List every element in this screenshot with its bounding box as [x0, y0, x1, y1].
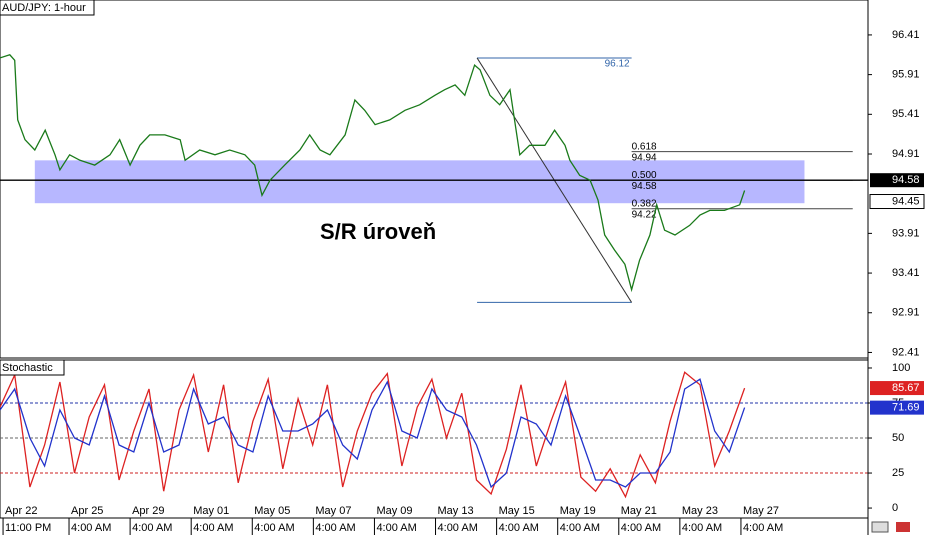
fib-high-label: 96.12 — [605, 59, 630, 70]
y-tick-label: 50 — [892, 432, 904, 444]
series-line — [0, 371, 746, 499]
last-value-label: 85.67 — [892, 382, 920, 394]
x-tick-label: May 05 — [254, 505, 290, 517]
x-tick-time: 4:00 AM — [132, 522, 172, 534]
x-tick-label: Apr 25 — [71, 505, 103, 517]
x-tick-time: 4:00 AM — [438, 522, 478, 534]
x-tick-time: 4:00 AM — [376, 522, 416, 534]
y-tick-label: 25 — [892, 467, 904, 479]
fib-ratio: 0.618 — [632, 141, 657, 152]
x-tick-label: May 27 — [743, 505, 779, 517]
fib-price: 94.22 — [632, 209, 657, 220]
fib-price: 94.58 — [632, 181, 657, 192]
x-tick-time: 4:00 AM — [193, 522, 233, 534]
last-value-box — [870, 381, 924, 396]
last-value-box — [869, 194, 925, 210]
y-tick-label: 0 — [892, 502, 898, 514]
x-tick-label: May 19 — [560, 505, 596, 517]
fib-ratio: 0.382 — [632, 198, 657, 209]
chart-title: AUD/JPY: 1-hour — [2, 2, 86, 14]
x-tick-label: May 01 — [193, 505, 229, 517]
x-tick-time: 4:00 AM — [315, 522, 355, 534]
x-tick-time: 4:00 AM — [682, 522, 722, 534]
x-tick-time: 4:00 AM — [254, 522, 294, 534]
annotation: S/R úroveň — [320, 219, 436, 244]
sr-zone — [34, 160, 805, 204]
y-tick-label: 93.91 — [892, 227, 920, 239]
last-value-label: 71.69 — [892, 402, 920, 414]
chart-title: Stochastic — [2, 362, 53, 374]
fib-ratio: 0.500 — [632, 170, 657, 181]
y-tick-label: 100 — [892, 362, 910, 374]
price-box-label: 94.58 — [892, 174, 920, 186]
series-line — [0, 378, 746, 489]
y-tick-label: 92.41 — [892, 346, 920, 358]
x-tick-label: May 07 — [315, 505, 351, 517]
close-icon — [896, 522, 910, 532]
x-tick-time: 4:00 AM — [560, 522, 600, 534]
y-tick-label: 94.91 — [892, 148, 920, 160]
title-box — [0, 359, 65, 376]
x-tick-label: May 21 — [621, 505, 657, 517]
last-value-box — [870, 400, 924, 415]
series-line — [0, 54, 746, 293]
x-tick-time: 11:00 PM — [5, 522, 51, 534]
y-tick-label: 96.41 — [892, 29, 920, 41]
x-tick-label: Apr 22 — [5, 505, 37, 517]
y-tick-label: 92.91 — [892, 307, 920, 319]
y-tick-label: 95.41 — [892, 108, 920, 120]
y-tick-label: 93.41 — [892, 267, 920, 279]
x-tick-label: May 09 — [376, 505, 412, 517]
price-box — [870, 173, 924, 188]
x-tick-time: 4:00 AM — [71, 522, 111, 534]
fib-price: 94.94 — [632, 152, 657, 163]
x-tick-label: May 13 — [438, 505, 474, 517]
x-tick-label: May 15 — [499, 505, 535, 517]
x-tick-time: 4:00 AM — [499, 522, 539, 534]
x-tick-label: May 23 — [682, 505, 718, 517]
x-tick-time: 4:00 AM — [621, 522, 661, 534]
x-tick-label: Apr 29 — [132, 505, 164, 517]
x-tick-time: 4:00 AM — [743, 522, 783, 534]
last-value-label: 94.45 — [892, 195, 920, 207]
scroll-icon — [871, 521, 889, 533]
title-box — [0, 0, 95, 16]
y-tick-label: 95.91 — [892, 69, 920, 81]
